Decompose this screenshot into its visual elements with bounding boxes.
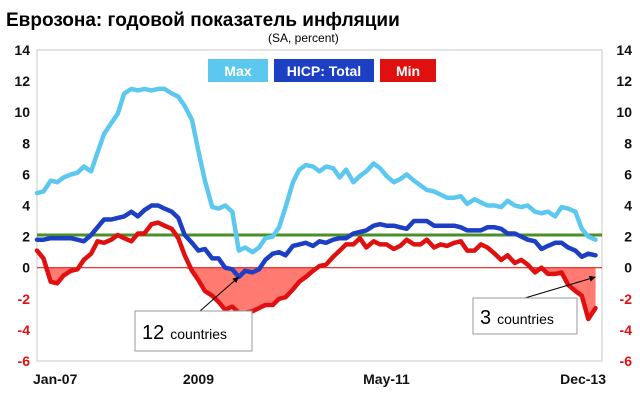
- y-tick-label-right: -4: [620, 322, 633, 338]
- legend-swatch-max: [208, 59, 268, 82]
- annotation-arrow: [524, 275, 596, 299]
- callout-text: 3 countries: [480, 307, 554, 329]
- y-tick-label-left: -6: [18, 353, 31, 369]
- x-tick-label: 2009: [183, 371, 214, 387]
- y-tick-label-left: 2: [22, 229, 30, 245]
- y-tick-label-left: 10: [14, 104, 30, 120]
- callout-count: 12: [142, 322, 164, 344]
- series-line-max: [34, 86, 598, 255]
- y-tick-label-right: 12: [616, 73, 632, 89]
- callout-text: 12 countries: [142, 322, 227, 344]
- callout-3-countries: 3 countries: [472, 297, 578, 335]
- legend-item-hicp: HICP: Total: [274, 59, 374, 82]
- callout-box: [134, 310, 253, 352]
- callout-box: [472, 297, 578, 335]
- legend-label-max: Max: [224, 63, 251, 79]
- legend-item-min: Min: [380, 59, 436, 82]
- legend-label-hicp: HICP: Total: [287, 63, 361, 79]
- legend-swatch-min: [380, 59, 436, 82]
- y-tick-label-right: 10: [616, 104, 632, 120]
- x-tick-label: May-11: [363, 371, 410, 387]
- legend-label-min: Min: [396, 63, 420, 79]
- x-tick-label: Dec-13: [560, 371, 606, 387]
- y-tick-label-left: 8: [22, 135, 30, 151]
- series-line-hicp-total: [34, 203, 598, 280]
- y-tick-label-right: 0: [624, 260, 632, 276]
- legend-swatch-hicp: [274, 59, 374, 82]
- callout-label: countries: [497, 311, 554, 327]
- y-tick-label-right: 8: [624, 135, 632, 151]
- chart-title: Еврозона: годовой показатель инфляции: [6, 10, 400, 31]
- y-tick-label-left: 0: [22, 260, 30, 276]
- series-line-min: [34, 220, 598, 322]
- callout-count: 3: [480, 307, 491, 329]
- y-axis-right: 14 12 10 8 6 4 2 0 -2 -4 -6: [616, 42, 632, 369]
- legend-item-max: Max: [208, 59, 268, 82]
- y-tick-label-left: -4: [18, 322, 31, 338]
- x-axis: Jan-07 2009 May-11 Dec-13: [33, 371, 606, 387]
- y-tick-label-right: -2: [620, 291, 633, 307]
- callout-label: countries: [170, 326, 227, 342]
- y-tick-label-left: 14: [14, 42, 30, 58]
- legend: Max HICP: Total Min: [208, 59, 436, 82]
- x-tick-label: Jan-07: [33, 371, 78, 387]
- y-tick-label-right: 6: [624, 166, 632, 182]
- y-tick-label-left: -2: [18, 291, 31, 307]
- y-tick-label-right: 4: [624, 198, 632, 214]
- annotation-arrows: [199, 275, 596, 312]
- plot-frame: [36, 49, 603, 362]
- series-layer: [34, 86, 598, 322]
- y-tick-label-right: 2: [624, 229, 632, 245]
- y-tick-label-left: 12: [14, 73, 30, 89]
- y-tick-label-left: 4: [22, 198, 30, 214]
- callout-12-countries: 12 countries: [134, 310, 253, 352]
- annotation-arrow: [199, 276, 240, 312]
- y-tick-label-left: 6: [22, 166, 30, 182]
- y-axis-left: 14 12 10 8 6 4 2 0 -2 -4 -6: [14, 42, 30, 369]
- y-tick-label-right: 14: [616, 42, 632, 58]
- y-tick-label-right: -6: [620, 353, 633, 369]
- chart-subtitle: (SA, percent): [268, 31, 339, 45]
